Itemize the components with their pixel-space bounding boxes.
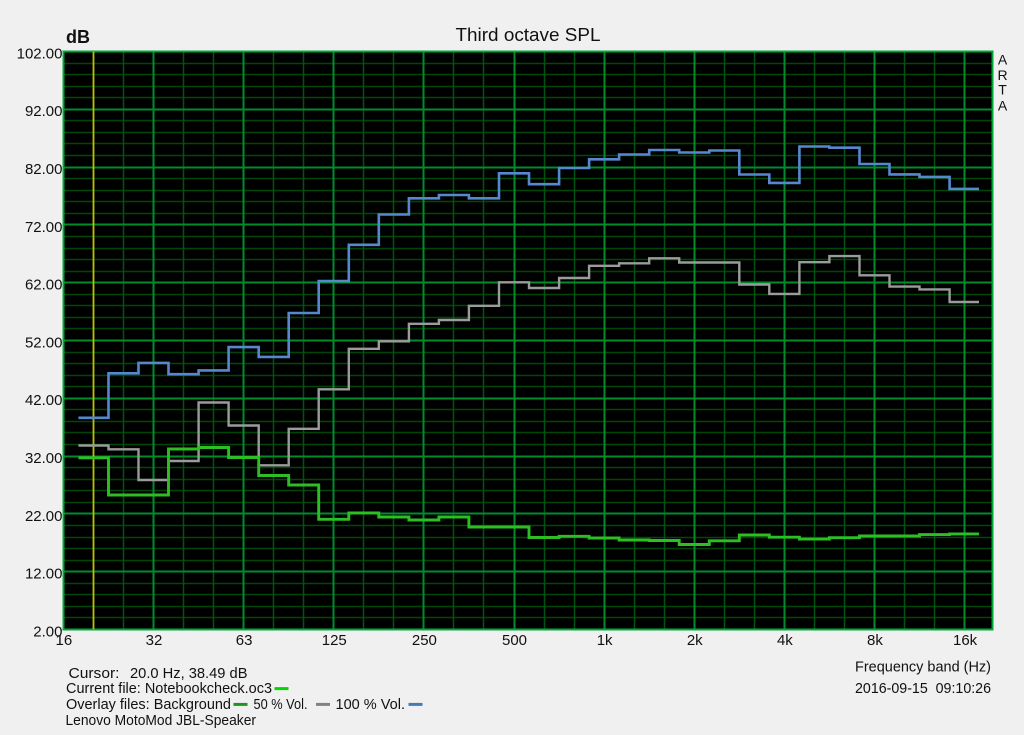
svg-text:A: A (998, 52, 1008, 68)
svg-text:82.00: 82.00 (25, 161, 63, 178)
svg-text:102.00: 102.00 (17, 45, 63, 62)
svg-text:Lenovo MotoMod JBL-Speaker: Lenovo MotoMod JBL-Speaker (66, 712, 257, 729)
svg-text:50 % Vol.: 50 % Vol. (254, 696, 308, 713)
svg-text:Frequency band (Hz): Frequency band (Hz) (855, 659, 991, 676)
svg-text:22.00: 22.00 (25, 508, 63, 525)
svg-text:16: 16 (56, 632, 73, 649)
svg-text:32.00: 32.00 (25, 450, 63, 467)
svg-text:dB: dB (66, 27, 90, 47)
svg-text:42.00: 42.00 (25, 392, 63, 409)
svg-text:92.00: 92.00 (25, 103, 63, 120)
svg-text:Overlay files: Background: Overlay files: Background (66, 696, 231, 713)
svg-text:16k: 16k (953, 632, 978, 649)
svg-text:20.0 Hz, 38.49 dB: 20.0 Hz, 38.49 dB (130, 665, 248, 682)
svg-text:T: T (998, 82, 1007, 98)
svg-text:2.00: 2.00 (33, 623, 62, 640)
svg-text:8k: 8k (867, 632, 883, 649)
svg-text:32: 32 (146, 632, 163, 649)
svg-text:63: 63 (236, 632, 253, 649)
svg-text:62.00: 62.00 (25, 277, 63, 294)
svg-text:4k: 4k (777, 632, 793, 649)
svg-text:125: 125 (322, 632, 347, 649)
svg-text:A: A (998, 98, 1008, 114)
svg-text:R: R (997, 67, 1007, 83)
svg-text:Cursor:: Cursor: (69, 665, 120, 682)
svg-text:Current file: Notebookcheck.oc: Current file: Notebookcheck.oc3 (66, 680, 272, 697)
svg-text:52.00: 52.00 (25, 334, 63, 351)
svg-text:250: 250 (412, 632, 437, 649)
svg-text:2016-09-15 09:10:26: 2016-09-15 09:10:26 (855, 680, 991, 697)
svg-text:Third octave SPL: Third octave SPL (456, 25, 601, 45)
svg-text:500: 500 (502, 632, 527, 649)
svg-text:100 % Vol.: 100 % Vol. (336, 696, 406, 713)
svg-text:1k: 1k (597, 632, 613, 649)
svg-text:2k: 2k (687, 632, 703, 649)
svg-text:72.00: 72.00 (25, 219, 63, 236)
svg-text:12.00: 12.00 (25, 566, 63, 583)
